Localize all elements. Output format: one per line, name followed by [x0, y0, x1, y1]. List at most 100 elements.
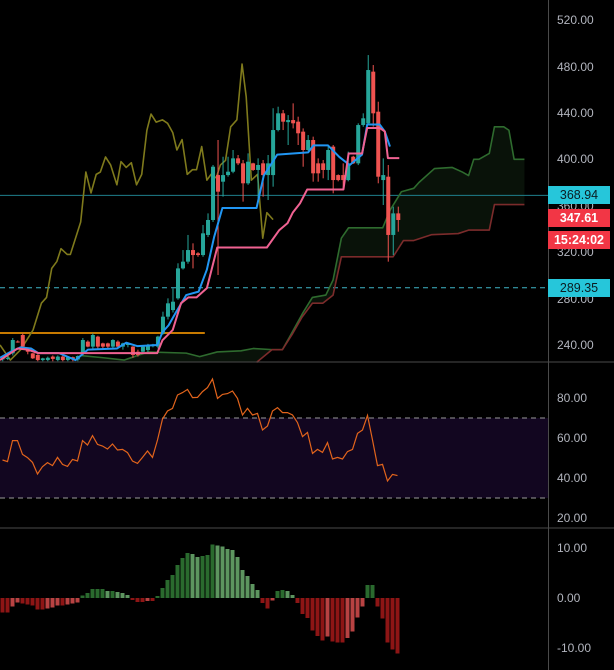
candle — [301, 128, 306, 167]
candle — [110, 339, 115, 349]
macd-histogram-bar — [10, 598, 15, 607]
lagging-span-line — [0, 63, 274, 361]
macd-histogram-bar — [205, 555, 210, 598]
candle-body — [251, 163, 256, 170]
candle-body — [371, 71, 376, 114]
ichimoku-cloud-fill — [79, 126, 525, 363]
candle — [95, 335, 100, 349]
candle-body — [180, 261, 185, 269]
candle-body — [376, 111, 381, 177]
rsi-pane[interactable] — [0, 377, 548, 499]
macd-histogram-bar — [120, 593, 125, 598]
macd-histogram-bar — [215, 545, 220, 598]
candle — [376, 101, 381, 184]
candle — [226, 156, 231, 177]
rsi-tick: 60.00 — [557, 431, 588, 445]
macd-histogram-bar — [240, 570, 245, 598]
macd-histogram-bar — [390, 598, 395, 650]
rsi-line — [2, 377, 398, 483]
macd-histogram-bar — [110, 591, 115, 598]
candle-body — [60, 356, 65, 361]
macd-histogram-bar — [340, 598, 345, 643]
price-pane[interactable] — [0, 55, 548, 364]
candle-body — [115, 341, 120, 347]
candle-body — [145, 344, 150, 351]
candle — [396, 206, 401, 232]
candle — [361, 113, 366, 127]
candle-body — [296, 121, 301, 134]
macd-histogram-bar — [255, 590, 260, 598]
candle — [5, 356, 10, 361]
candle-body — [341, 175, 346, 181]
conversion-line — [0, 123, 391, 362]
candle — [90, 333, 95, 349]
macd-histogram-bar — [60, 598, 65, 606]
macd-histogram-bar — [310, 598, 315, 631]
macd-histogram-bar — [370, 585, 375, 598]
macd-histogram-bar — [280, 590, 285, 598]
candle-body — [10, 340, 15, 354]
macd-histogram-bar — [140, 598, 145, 602]
candle — [175, 263, 180, 300]
macd-histogram-bar — [125, 595, 130, 598]
macd-histogram-bar — [210, 544, 215, 598]
macd-histogram-bar — [325, 598, 330, 637]
candle — [130, 346, 135, 358]
candle-body — [95, 336, 100, 347]
macd-histogram-bar — [385, 598, 390, 643]
macd-histogram-bar — [155, 596, 160, 598]
candle-body — [165, 303, 170, 317]
candle — [276, 106, 281, 132]
macd-histogram-bar — [320, 598, 325, 641]
macd-histogram-bar — [345, 598, 350, 638]
macd-histogram-bar — [30, 598, 35, 606]
macd-histogram-bar — [200, 556, 205, 598]
candle — [281, 109, 286, 131]
macd-histogram-bar — [40, 598, 45, 610]
macd-histogram-bar — [90, 589, 95, 598]
candle-body — [80, 340, 85, 354]
candle — [316, 158, 321, 182]
candle-body — [261, 163, 266, 176]
candle — [170, 288, 175, 313]
candle — [336, 174, 341, 182]
bar-countdown-tag: 15:24:02 — [548, 231, 610, 249]
candle — [105, 342, 110, 349]
candle — [246, 153, 251, 185]
candle — [20, 333, 25, 348]
price-tick: 480.00 — [557, 60, 594, 74]
candle-body — [276, 113, 281, 131]
candle-body — [20, 335, 25, 347]
candle-body — [356, 125, 361, 164]
macd-tick: 0.00 — [557, 591, 581, 605]
candle-body — [256, 164, 261, 170]
candle — [206, 213, 211, 238]
macd-histogram-bar — [55, 598, 60, 606]
macd-histogram-bar — [330, 598, 335, 642]
macd-histogram-bar — [115, 592, 120, 598]
candle — [326, 145, 331, 181]
candle — [241, 159, 246, 202]
candle-body — [361, 118, 366, 126]
price-tick: 520.00 — [557, 13, 594, 27]
macd-histogram-bar — [295, 598, 300, 603]
price-tick: 400.00 — [557, 152, 594, 166]
macd-pane[interactable] — [0, 544, 400, 654]
candle — [271, 108, 276, 187]
macd-histogram-bar — [135, 598, 140, 602]
macd-histogram-bar — [335, 598, 340, 643]
macd-histogram-bar — [175, 565, 180, 598]
macd-histogram-bar — [285, 591, 290, 598]
candle-body — [301, 131, 306, 150]
candle-body — [246, 161, 251, 184]
candle-body — [201, 233, 206, 256]
candle — [216, 140, 221, 276]
macd-histogram-bar — [305, 598, 310, 618]
price-tick: 240.00 — [557, 338, 594, 352]
leading-span-b-line — [256, 203, 525, 364]
candle-body — [170, 301, 175, 311]
candle-body — [5, 357, 10, 359]
macd-histogram-bar — [160, 588, 165, 598]
candle-body — [185, 250, 190, 262]
